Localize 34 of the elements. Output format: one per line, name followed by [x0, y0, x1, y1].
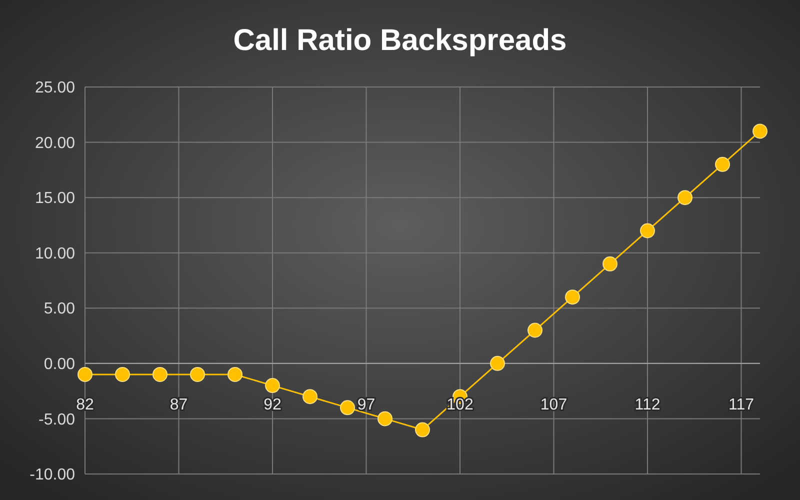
point	[378, 411, 392, 426]
point	[152, 366, 168, 382]
y-tick-label: -5.00	[38, 411, 76, 428]
point	[228, 366, 242, 382]
x-tick-label: 107	[540, 396, 568, 414]
point	[190, 366, 205, 382]
y-tick-label: 10.00	[34, 245, 76, 262]
x-tick-label: 87	[170, 396, 188, 414]
point	[490, 356, 505, 371]
y-tick-label: 15.00	[34, 190, 76, 208]
x-tick-label: 97	[357, 396, 376, 414]
x-tick-label: 112	[634, 396, 660, 414]
x-tick-label: 117	[728, 396, 754, 414]
point	[415, 422, 430, 438]
x-tick-label: 82	[76, 396, 94, 414]
point	[752, 124, 768, 139]
point	[678, 190, 692, 206]
point	[528, 322, 542, 338]
point	[340, 400, 355, 416]
point	[78, 366, 92, 382]
point	[565, 290, 580, 305]
y-tick-label: 0.00	[44, 356, 76, 374]
point	[602, 256, 618, 272]
point	[715, 156, 730, 172]
point	[115, 366, 130, 382]
chart-title: Call Ratio Backspreads	[233, 24, 567, 57]
y-tick-label: -10.00	[30, 466, 76, 484]
point	[302, 389, 318, 404]
y-tick-label: 20.00	[34, 134, 76, 152]
x-tick-label: 92	[264, 396, 282, 414]
point	[640, 223, 655, 238]
point	[265, 378, 280, 394]
y-tick-label: 5.00	[44, 300, 76, 318]
y-tick-label: 25.00	[34, 80, 76, 97]
